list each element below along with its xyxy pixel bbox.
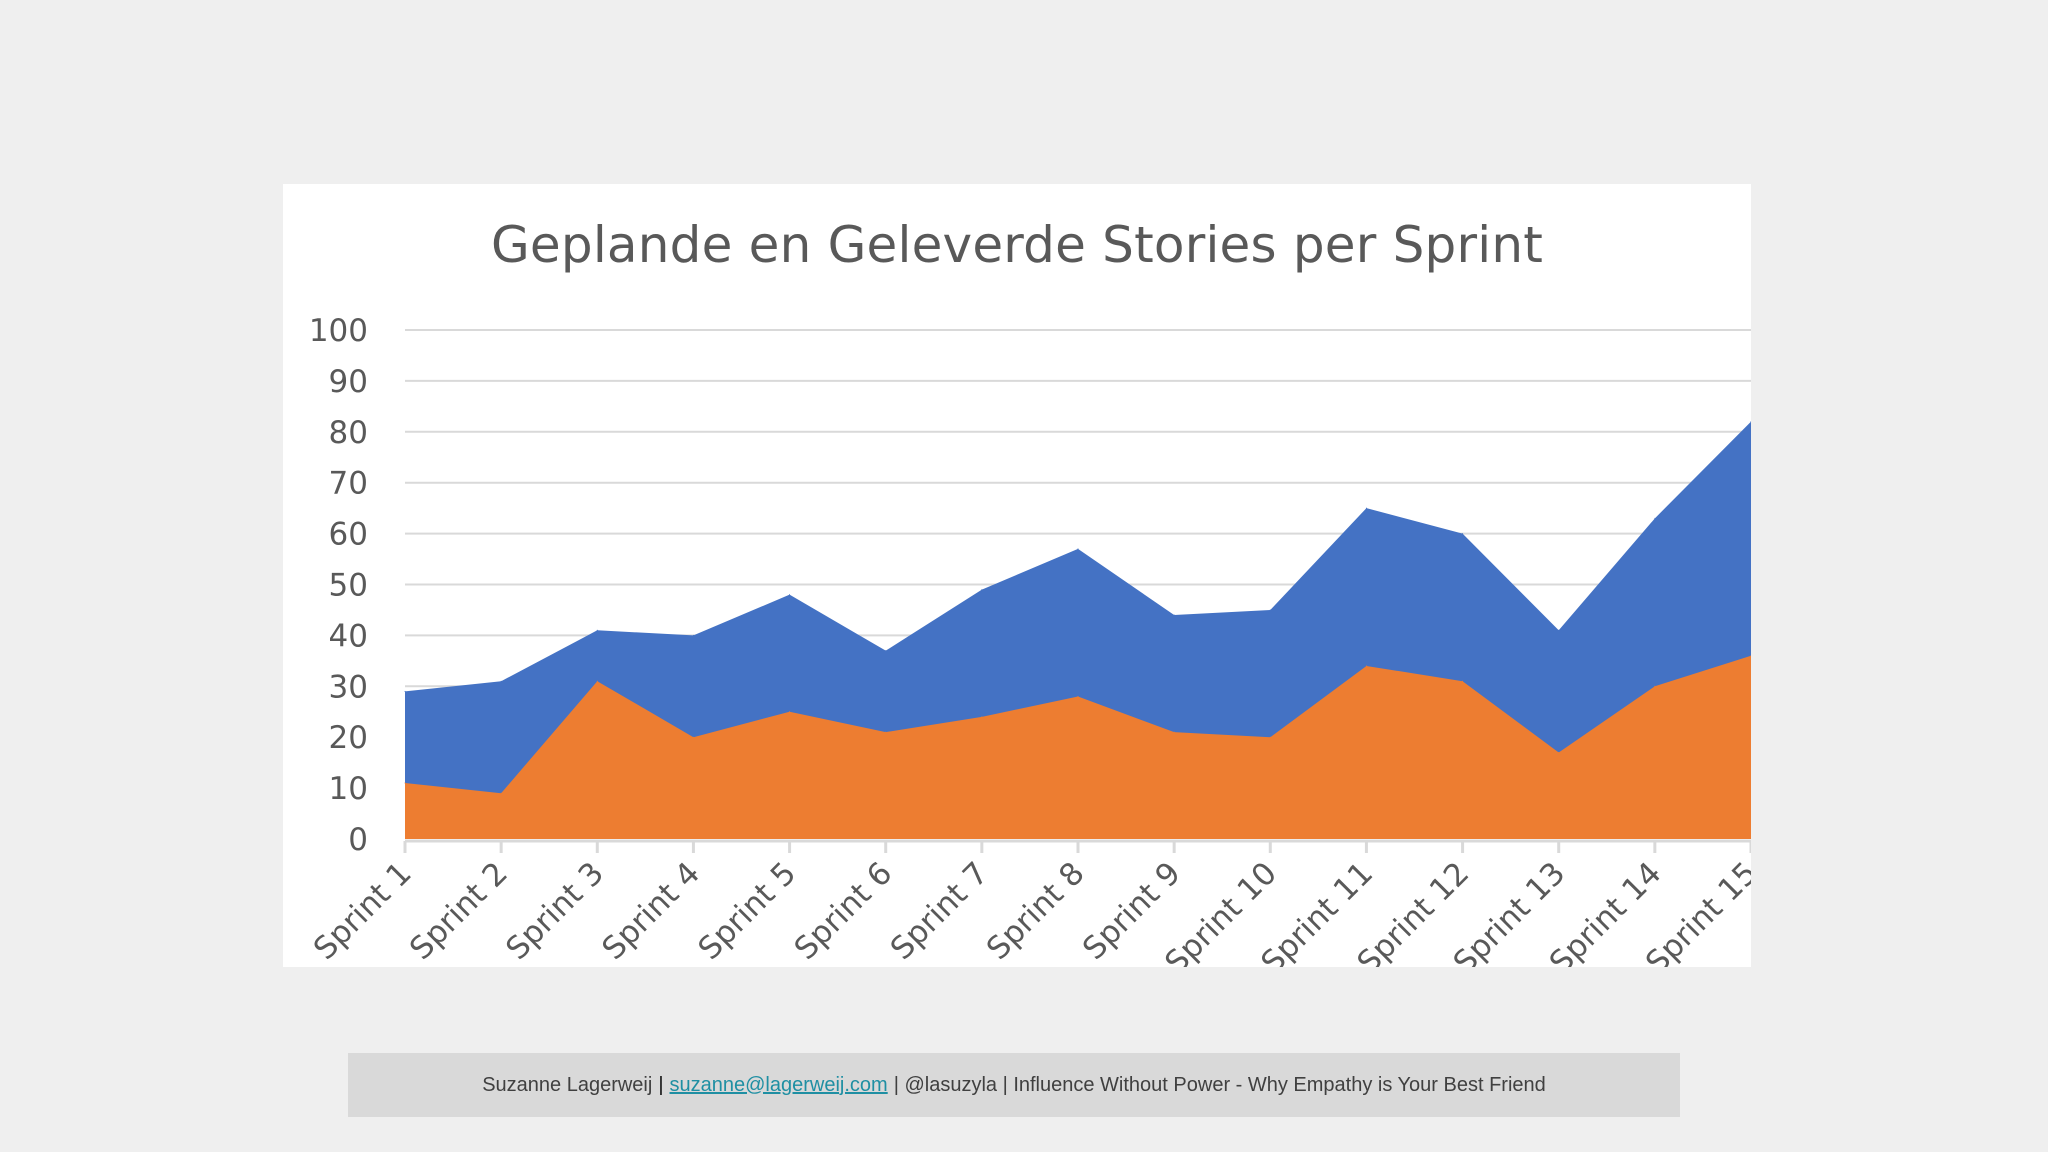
data-point-gepland-2 bbox=[500, 680, 502, 682]
data-point-geleverd-3 bbox=[596, 680, 598, 682]
data-point-geleverd-10 bbox=[1269, 736, 1271, 738]
data-point-gepland-9 bbox=[1173, 614, 1175, 616]
data-point-gepland-3 bbox=[596, 629, 598, 631]
data-point-gepland-6 bbox=[885, 650, 887, 652]
x-tick-label-8: Sprint 8 bbox=[980, 855, 1092, 967]
data-point-gepland-14 bbox=[1654, 517, 1656, 519]
data-point-gepland-7 bbox=[981, 589, 983, 591]
data-point-geleverd-12 bbox=[1462, 680, 1464, 682]
x-tick-label-5: Sprint 5 bbox=[691, 855, 803, 967]
y-tick-label-30: 30 bbox=[329, 669, 368, 705]
x-tick-label-7: Sprint 7 bbox=[884, 855, 996, 967]
footer-email-link[interactable]: suzanne@lagerweij.com bbox=[669, 1073, 888, 1096]
data-point-geleverd-1 bbox=[404, 782, 406, 784]
data-point-geleverd-9 bbox=[1173, 731, 1175, 733]
footer-bar: Suzanne Lagerweij | suzanne@lagerweij.co… bbox=[348, 1053, 1680, 1117]
chart-panel: Geplande en Geleverde Stories per Sprint… bbox=[283, 184, 1751, 967]
x-tick-label-3: Sprint 3 bbox=[499, 855, 611, 967]
data-point-gepland-15 bbox=[1750, 421, 1751, 423]
footer-separator: | bbox=[658, 1073, 664, 1096]
y-tick-label-80: 80 bbox=[329, 415, 368, 451]
y-tick-label-90: 90 bbox=[329, 364, 368, 400]
data-point-geleverd-5 bbox=[789, 711, 791, 713]
x-tick-label-4: Sprint 4 bbox=[595, 855, 707, 967]
x-tick-label-6: Sprint 6 bbox=[788, 855, 900, 967]
data-point-gepland-13 bbox=[1558, 629, 1560, 631]
y-tick-label-60: 60 bbox=[329, 517, 368, 553]
data-point-geleverd-7 bbox=[981, 716, 983, 718]
area-series-geleverd bbox=[405, 655, 1751, 839]
data-point-gepland-10 bbox=[1269, 609, 1271, 611]
data-point-gepland-11 bbox=[1365, 507, 1367, 509]
data-point-geleverd-8 bbox=[1077, 695, 1079, 697]
y-tick-label-0: 0 bbox=[348, 822, 368, 858]
footer-author: Suzanne Lagerweij bbox=[482, 1073, 653, 1096]
data-point-geleverd-4 bbox=[692, 736, 694, 738]
data-point-geleverd-2 bbox=[500, 792, 502, 794]
y-tick-label-100: 100 bbox=[309, 313, 368, 349]
data-point-gepland-12 bbox=[1462, 533, 1464, 535]
chart-title: Geplande en Geleverde Stories per Sprint bbox=[490, 216, 1544, 274]
data-point-geleverd-14 bbox=[1654, 685, 1656, 687]
data-point-geleverd-6 bbox=[885, 731, 887, 733]
x-tick-label-2: Sprint 2 bbox=[403, 855, 515, 967]
y-tick-label-10: 10 bbox=[329, 771, 368, 807]
data-point-gepland-1 bbox=[404, 690, 406, 692]
data-point-geleverd-15 bbox=[1750, 655, 1751, 657]
y-tick-label-40: 40 bbox=[329, 618, 368, 654]
data-point-gepland-5 bbox=[789, 594, 791, 596]
data-point-gepland-8 bbox=[1077, 548, 1079, 550]
data-point-gepland-4 bbox=[692, 634, 694, 636]
footer-tagline: | @lasuzyla | Influence Without Power - … bbox=[893, 1073, 1546, 1096]
x-tick-label-1: Sprint 1 bbox=[307, 855, 419, 967]
data-point-geleverd-11 bbox=[1365, 665, 1367, 667]
y-tick-label-50: 50 bbox=[329, 568, 368, 604]
y-tick-label-20: 20 bbox=[329, 720, 368, 756]
y-tick-label-70: 70 bbox=[329, 466, 368, 502]
data-point-geleverd-13 bbox=[1558, 751, 1560, 753]
